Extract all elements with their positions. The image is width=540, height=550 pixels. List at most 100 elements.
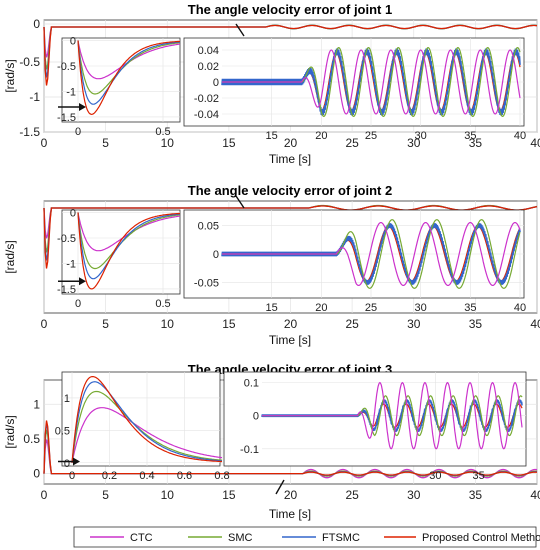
inset-x-tick-label: 0.5 xyxy=(155,298,170,310)
inset-y-tick-label: 0.05 xyxy=(198,220,219,232)
inset-y-tick-label: -1 xyxy=(66,258,76,270)
y-axis-label: [rad/s] xyxy=(3,240,17,273)
inset-series-smc xyxy=(71,390,223,463)
inset-x-tick-label: 0.6 xyxy=(177,470,192,482)
inset-y-tick-label: 0.02 xyxy=(198,61,219,73)
zoom-arrow xyxy=(275,479,285,495)
inset-x-tick-label: 40 xyxy=(514,302,526,314)
inset-steady-state: 15 20 25 30 35 40 0.04 0.02 0 -0.02 -0.04 xyxy=(183,23,526,142)
x-tick-label: 20 xyxy=(284,136,298,150)
y-axis-label: [rad/s] xyxy=(3,59,17,92)
inset-y-tick-label: 0 xyxy=(213,77,219,89)
y-axis-label: [rad/s] xyxy=(3,415,17,448)
inset-transient: 0 0.5 0 -0.5 -1 -1.5 xyxy=(57,208,181,310)
x-tick-label: 0 xyxy=(41,317,48,331)
inset-series-proposed xyxy=(77,212,181,290)
inset-x-tick-label: 25 xyxy=(365,130,377,142)
inset-x-tick-label: 40 xyxy=(514,130,526,142)
inset-box xyxy=(61,371,221,467)
x-tick-label: 30 xyxy=(407,488,421,502)
x-axis-label: Time [s] xyxy=(269,507,311,521)
y-tick-label: 0 xyxy=(33,467,40,481)
inset-steady-state: 15 20 25 30 35 40 0.05 0 -0.05 xyxy=(183,195,526,314)
inset-x-tick-label: 20 xyxy=(315,302,327,314)
inset-transient: 0 0.2 0.4 0.6 0.8 1 0.5 0 xyxy=(55,371,230,482)
x-tick-label: 40 xyxy=(530,136,540,150)
x-tick-label: 0 xyxy=(41,488,48,502)
inset-series-smc xyxy=(77,212,181,270)
inset-y-tick-label: -0.1 xyxy=(240,444,259,456)
legend-label-proposed: Proposed Control Method xyxy=(422,532,540,544)
inset-series-proposed xyxy=(77,40,180,116)
inset-y-tick-label: -1.5 xyxy=(57,112,76,124)
x-tick-label: 35 xyxy=(469,136,483,150)
x-tick-label: 5 xyxy=(102,136,109,150)
inset-x-tick-label: 0.8 xyxy=(214,470,229,482)
series-line-proposed xyxy=(43,205,538,269)
inset-transient: 0 0.5 0 -0.5 -1 -1.5 xyxy=(57,36,181,138)
inset-x-tick-label: 0.4 xyxy=(139,470,154,482)
x-tick-label: 5 xyxy=(102,317,109,331)
inset-series-ftsmc xyxy=(221,48,521,116)
x-tick-label: 35 xyxy=(469,317,483,331)
inset-y-tick-label: 0 xyxy=(70,208,76,220)
inset-x-tick-label: 0.5 xyxy=(155,126,170,138)
inset-y-tick-label: 0.1 xyxy=(244,378,259,390)
inset-y-tick-label: 0.04 xyxy=(198,45,219,57)
inset-series-ftsmc xyxy=(71,381,223,463)
inset-y-tick-label: 0 xyxy=(253,411,259,423)
chart-title: The angle velocity error of joint 1 xyxy=(188,2,392,17)
x-tick-label: 35 xyxy=(469,488,483,502)
inset-series-ftsmc xyxy=(77,212,180,280)
inset-x-tick-label: 15 xyxy=(266,130,278,142)
inset-x-tick-label: 20 xyxy=(315,130,327,142)
inset-y-tick-label: -1.5 xyxy=(57,284,76,296)
inset-y-tick-label: -0.5 xyxy=(57,61,76,73)
inset-y-tick-label: -0.5 xyxy=(57,233,76,245)
y-tick-label: 0.5 xyxy=(23,432,40,446)
x-tick-label: 40 xyxy=(530,488,540,502)
inset-x-tick-label: 30 xyxy=(415,130,427,142)
panel-joint1: The angle velocity error of joint 1 0 5 10 1… xyxy=(3,2,540,166)
x-tick-label: 15 xyxy=(222,317,236,331)
inset-x-tick-label: 35 xyxy=(473,470,485,482)
y-tick-label: 1 xyxy=(33,397,40,411)
inset-steady-state: 30 35 0.1 0 -0.1 xyxy=(223,371,527,495)
x-tick-label: 30 xyxy=(407,136,421,150)
x-tick-label: 40 xyxy=(530,317,540,331)
inset-series-ftsmc xyxy=(77,40,181,105)
inset-series-ctc xyxy=(222,49,521,115)
inset-x-tick-label: 35 xyxy=(464,130,476,142)
inset-series-ctc xyxy=(262,381,523,450)
x-tick-label: 25 xyxy=(345,317,359,331)
inset-x-tick-label: 15 xyxy=(266,302,278,314)
x-axis-label: Time [s] xyxy=(269,152,311,166)
inset-x-tick-label: 35 xyxy=(464,302,476,314)
inset-series-ctc xyxy=(71,407,223,463)
series-line-proposed xyxy=(43,24,538,86)
y-tick-label: 0 xyxy=(33,17,40,31)
inset-y-tick-label: 0 xyxy=(70,36,76,48)
inset-series-ftsmc xyxy=(221,223,521,285)
zoom-arrow xyxy=(235,23,245,37)
x-tick-label: 20 xyxy=(284,488,298,502)
y-tick-label: -1 xyxy=(29,90,40,104)
inset-arrow-head xyxy=(79,102,86,111)
x-tick-label: 10 xyxy=(161,136,175,150)
inset-series-ftsmc xyxy=(261,399,523,433)
y-tick-label: -1.5 xyxy=(19,125,40,139)
x-tick-label: 25 xyxy=(345,488,359,502)
x-tick-label: 10 xyxy=(161,488,175,502)
legend-label-smc: SMC xyxy=(228,532,253,544)
x-tick-label: 20 xyxy=(284,317,298,331)
chart-title: The angle velocity error of joint 2 xyxy=(188,183,392,198)
panel-joint2: The angle velocity error of joint 2 0 5 10 1… xyxy=(3,183,540,347)
x-axis-label: Time [s] xyxy=(269,333,311,347)
inset-y-tick-label: 1 xyxy=(64,393,70,405)
inset-arrow-head xyxy=(73,457,80,466)
inset-x-tick-label: 0 xyxy=(69,470,75,482)
x-tick-label: 30 xyxy=(407,317,421,331)
inset-y-tick-label: 0 xyxy=(213,249,219,261)
inset-series-smc xyxy=(77,40,181,95)
